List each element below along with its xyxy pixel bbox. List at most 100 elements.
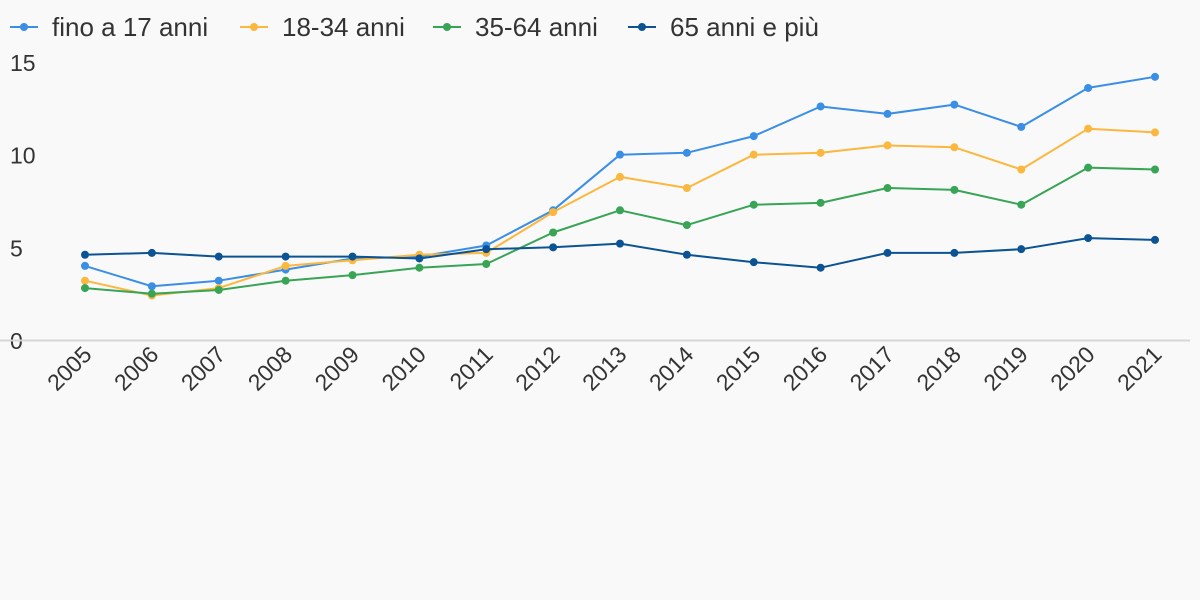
data-point[interactable] [1084, 124, 1093, 133]
legend-swatch-marker [20, 23, 28, 31]
x-tick-label: 2005 [42, 341, 97, 396]
data-point[interactable] [1017, 165, 1026, 174]
data-point[interactable] [147, 248, 156, 257]
series [81, 163, 1159, 298]
data-point[interactable] [81, 284, 89, 293]
data-point[interactable] [549, 243, 558, 252]
data-point[interactable] [1151, 235, 1159, 244]
series [81, 234, 1159, 272]
data-point[interactable] [883, 109, 892, 118]
data-point[interactable] [749, 132, 758, 141]
x-axis-ticks: 2005 2006 2007 2008 2009 2010 2011 2012 2013 2014… [42, 341, 1167, 396]
data-point[interactable] [816, 102, 825, 111]
legend-swatch-marker [250, 23, 258, 31]
data-point[interactable] [281, 261, 290, 270]
data-point[interactable] [950, 185, 959, 194]
data-point[interactable] [883, 184, 892, 193]
data-point[interactable] [147, 289, 156, 298]
data-point[interactable] [415, 254, 424, 263]
data-point[interactable] [281, 276, 290, 285]
data-point[interactable] [749, 200, 758, 209]
data-point[interactable] [749, 258, 758, 267]
series [81, 72, 1159, 291]
y-tick-label: 5 [10, 235, 23, 261]
x-tick-label: 2019 [978, 341, 1033, 396]
data-point[interactable] [1017, 200, 1026, 209]
x-tick-label: 2010 [376, 341, 431, 396]
x-tick-label: 2016 [778, 341, 833, 396]
data-point[interactable] [214, 285, 223, 294]
series-line [84, 75, 1156, 288]
data-point[interactable] [549, 228, 558, 237]
series-line [84, 166, 1156, 295]
y-tick-label: 10 [10, 143, 36, 169]
legend-label: fino a 17 anni [52, 12, 208, 42]
legend-label: 35-64 anni [475, 12, 598, 42]
data-point[interactable] [950, 100, 959, 109]
data-point[interactable] [1151, 128, 1159, 137]
y-tick-label: 15 [10, 50, 36, 76]
x-tick-label: 2015 [711, 341, 766, 396]
data-point[interactable] [616, 150, 624, 159]
x-tick-label: 2014 [644, 341, 699, 396]
data-point[interactable] [1151, 72, 1159, 81]
x-tick-label: 2017 [844, 341, 899, 396]
data-point[interactable] [1084, 163, 1093, 172]
series-layer [81, 72, 1159, 300]
data-point[interactable] [81, 250, 89, 259]
legend-item[interactable]: 18-34 anni [240, 12, 405, 42]
data-point[interactable] [883, 248, 892, 257]
data-point[interactable] [816, 198, 825, 207]
data-point[interactable] [816, 263, 825, 272]
x-tick-label: 2011 [444, 341, 497, 394]
data-point[interactable] [549, 208, 558, 217]
legend-item[interactable]: fino a 17 anni [10, 12, 208, 42]
data-point[interactable] [682, 250, 691, 259]
data-point[interactable] [415, 263, 424, 272]
data-point[interactable] [816, 148, 825, 157]
data-point[interactable] [682, 184, 691, 193]
x-tick-label: 2006 [109, 341, 164, 396]
x-tick-label: 2020 [1045, 341, 1100, 396]
data-point[interactable] [616, 239, 624, 248]
data-point[interactable] [1084, 234, 1093, 243]
x-tick-label: 2008 [243, 341, 298, 396]
data-point[interactable] [214, 276, 223, 285]
data-point[interactable] [81, 261, 89, 270]
data-point[interactable] [616, 172, 624, 181]
x-tick-label: 2012 [510, 341, 565, 396]
data-point[interactable] [482, 245, 491, 254]
data-point[interactable] [749, 150, 758, 159]
x-tick-label: 2013 [577, 341, 632, 396]
data-point[interactable] [682, 148, 691, 157]
legend-swatch-marker [638, 23, 646, 31]
data-point[interactable] [1017, 122, 1026, 131]
legend: fino a 17 anni 18-34 anni 35-64 anni 65 ann… [10, 12, 819, 42]
legend-label: 65 anni e più [670, 12, 819, 42]
legend-item[interactable]: 65 anni e più [628, 12, 819, 42]
x-tick-label: 2007 [176, 341, 231, 396]
data-point[interactable] [214, 252, 223, 261]
data-point[interactable] [147, 282, 156, 291]
data-point[interactable] [616, 206, 624, 215]
data-point[interactable] [482, 260, 491, 269]
data-point[interactable] [682, 221, 691, 230]
data-point[interactable] [1084, 83, 1093, 92]
data-point[interactable] [950, 143, 959, 152]
data-point[interactable] [281, 252, 290, 261]
data-point[interactable] [1017, 245, 1026, 254]
data-point[interactable] [81, 276, 89, 285]
data-point[interactable] [950, 248, 959, 257]
legend-item[interactable]: 35-64 anni [433, 12, 598, 42]
data-point[interactable] [883, 141, 892, 150]
data-point[interactable] [348, 252, 357, 261]
legend-label: 18-34 anni [282, 12, 405, 42]
x-tick-label: 2021 [1112, 341, 1167, 396]
data-point[interactable] [1151, 165, 1159, 174]
data-point[interactable] [348, 271, 357, 280]
x-tick-label: 2018 [911, 341, 966, 396]
x-tick-label: 2009 [309, 341, 364, 396]
